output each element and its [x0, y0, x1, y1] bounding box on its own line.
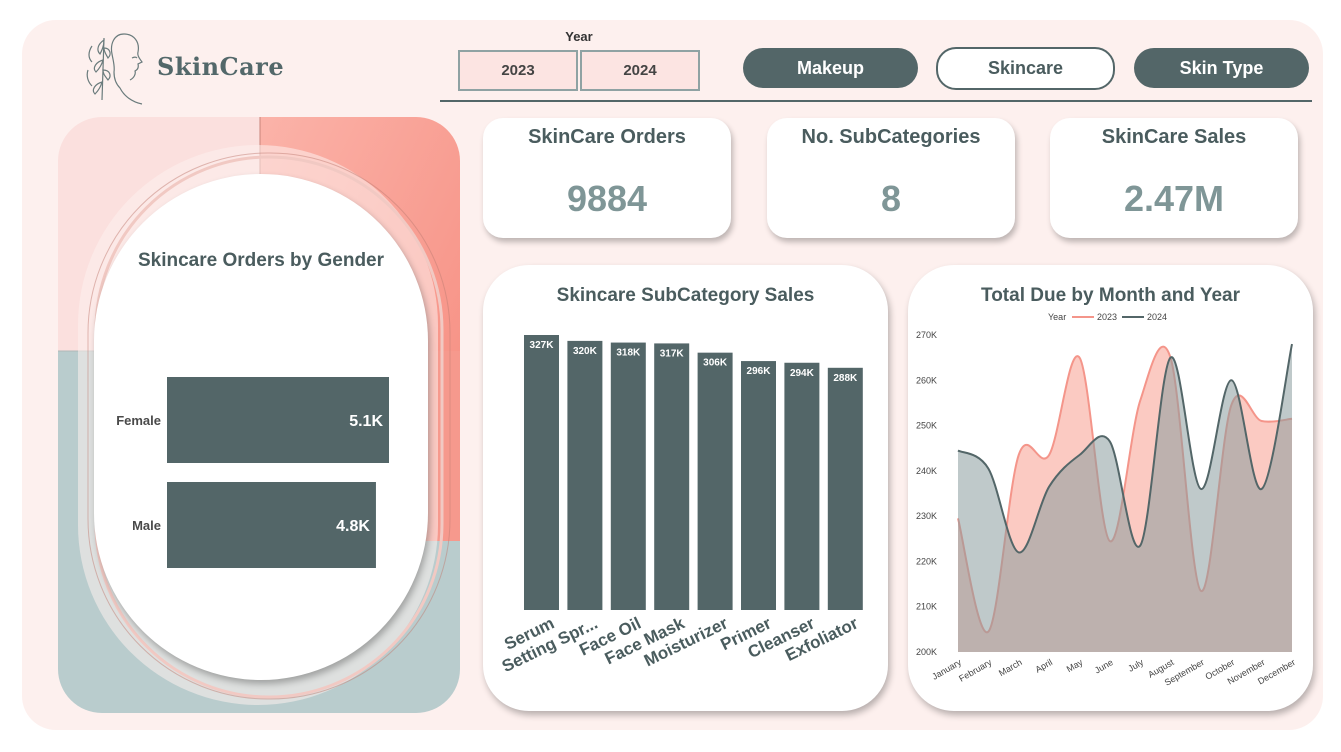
subcategory-data-label: 306K: [703, 358, 728, 369]
subcategory-chart-title: Skincare SubCategory Sales: [556, 285, 815, 306]
kpi-value: 9884: [566, 178, 648, 219]
kpi-subcategories: No. SubCategories 8: [767, 118, 1015, 238]
subcategory-bar: [784, 362, 820, 610]
x-tick-label: April: [1033, 657, 1054, 675]
gender-bar-female: [167, 377, 389, 463]
y-tick-label: 220K: [916, 556, 937, 566]
year-slicer-title: Year: [565, 29, 593, 44]
subcategory-data-label: 317K: [660, 348, 685, 359]
total-due-chart-panel: Total Due by Month and Year 200K 210K 220K…: [908, 265, 1313, 711]
skincare-nav-button[interactable]: Skincare: [936, 47, 1115, 90]
subcategory-bar: [654, 343, 690, 610]
subcategory-data-label: 296K: [747, 366, 772, 377]
gender-bar-male: [167, 482, 376, 568]
subcategory-bar: [697, 352, 733, 610]
legend-label-2023: 2023: [1097, 312, 1117, 322]
subcategory-bar: [524, 335, 559, 610]
subcategory-data-label: 288K: [833, 373, 858, 384]
y-tick-label: 260K: [916, 375, 937, 385]
gender-category-label: Female: [116, 413, 161, 428]
subcategory-bar: [567, 340, 603, 610]
x-tick-label: February: [957, 657, 994, 684]
year-option-2024[interactable]: 2024: [580, 50, 700, 91]
x-tick-label: July: [1126, 657, 1145, 674]
y-tick-label: 200K: [916, 647, 937, 657]
x-tick-label: June: [1093, 657, 1115, 675]
series-line-2024: [957, 343, 1293, 554]
legend-label-2024: 2024: [1147, 312, 1167, 322]
gender-chart-title: Skincare Orders by Gender: [137, 250, 385, 271]
subcategory-bar: [741, 361, 776, 610]
x-tick-label: May: [1065, 657, 1085, 674]
y-tick-label: 270K: [916, 330, 937, 340]
legend-title: Year: [1048, 312, 1066, 322]
subcategory-data-label: 320K: [573, 346, 598, 357]
gender-bar-chart: Female 5.1K Male 4.8K: [116, 377, 389, 568]
header-divider: [440, 100, 1312, 102]
skin-type-nav-button[interactable]: Skin Type: [1134, 48, 1309, 88]
gender-chart-panel: Skincare Orders by Gender Female 5.1K Male…: [94, 174, 428, 680]
total-due-area-chart: 200K210K220K230K240K250K260K270KJanuaryF…: [916, 312, 1297, 688]
makeup-nav-button[interactable]: Makeup: [743, 48, 918, 88]
gender-data-label: 5.1K: [349, 413, 383, 430]
total-due-chart-title: Total Due by Month and Year: [981, 285, 1240, 306]
kpi-skincare-sales: SkinCare Sales 2.47M: [1050, 118, 1298, 238]
logo-text: SkinCare: [157, 52, 285, 81]
kpi-value: 2.47M: [1123, 178, 1225, 219]
subcategory-data-label: 318K: [616, 348, 641, 359]
subcategory-chart-panel: Skincare SubCategory Sales 327K Serum 320K…: [483, 265, 888, 711]
kpi-value: 8: [880, 178, 902, 219]
face-leaf-logo-icon: [86, 33, 143, 105]
kpi-title: SkinCare Sales: [1101, 126, 1247, 148]
y-tick-label: 240K: [916, 466, 937, 476]
year-option-2023[interactable]: 2023: [458, 50, 578, 91]
gender-data-label: 4.8K: [336, 518, 370, 535]
subcategory-bar: [610, 342, 646, 610]
kpi-title: No. SubCategories: [801, 126, 981, 148]
x-tick-label: March: [997, 657, 1024, 678]
gender-category-label: Male: [132, 518, 161, 533]
y-tick-label: 210K: [916, 602, 937, 612]
subcategory-data-label: 327K: [530, 340, 555, 351]
area-fill-2024: [958, 344, 1292, 652]
subcategory-bar: [827, 367, 863, 610]
y-tick-label: 230K: [916, 511, 937, 521]
subcategory-data-label: 294K: [790, 368, 815, 379]
kpi-title: SkinCare Orders: [528, 126, 686, 148]
y-tick-label: 250K: [916, 421, 937, 431]
kpi-skincare-orders: SkinCare Orders 9884: [483, 118, 731, 238]
